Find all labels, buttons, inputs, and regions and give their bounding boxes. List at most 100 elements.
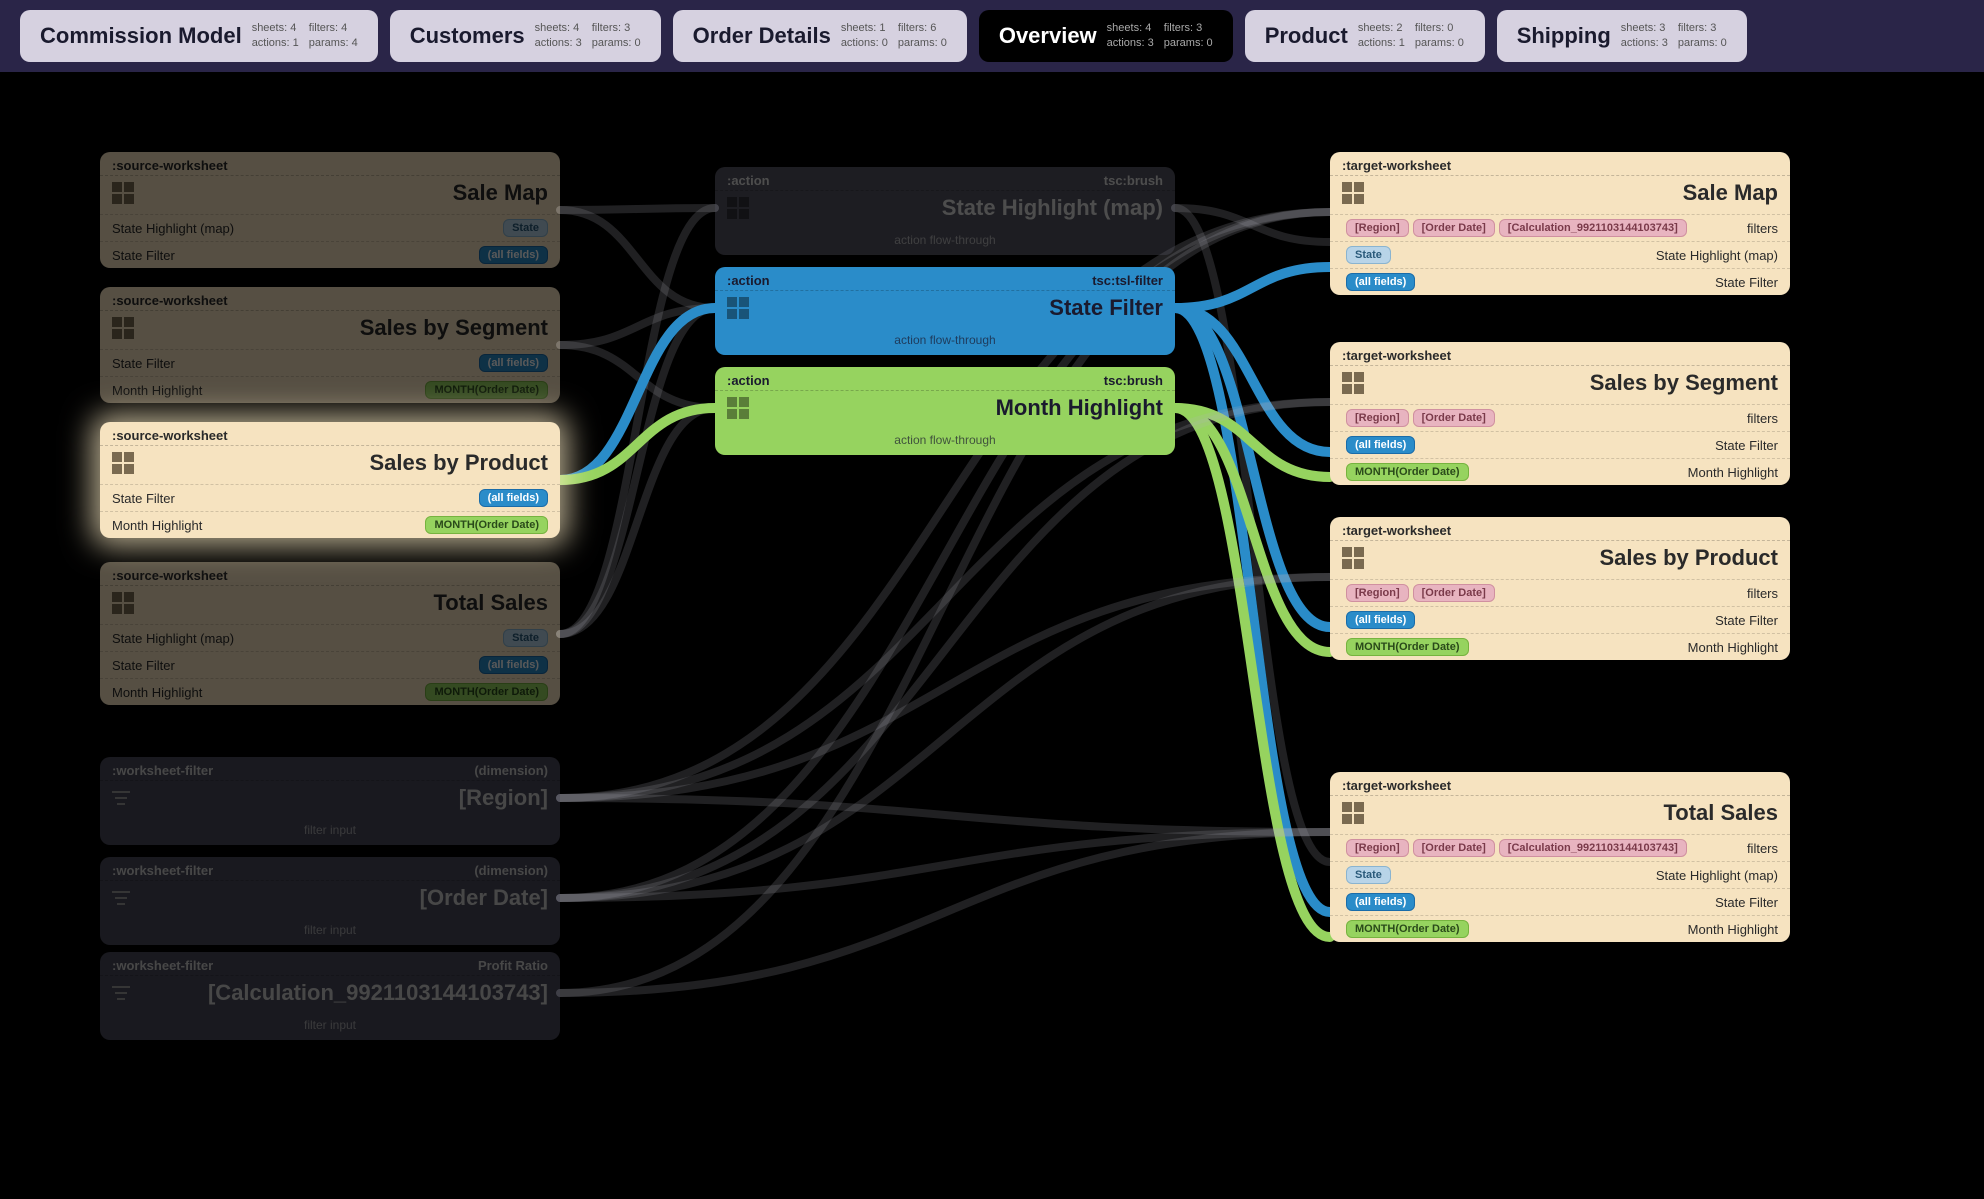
edge <box>1175 308 1330 452</box>
tab-overview[interactable]: Overview sheets: 4filters: 3 actions: 3p… <box>979 10 1233 62</box>
node-type-label: :worksheet-filter(dimension) <box>100 857 560 881</box>
node-row: State State Highlight (map) <box>1330 241 1790 268</box>
node-type-label: :worksheet-filter(dimension) <box>100 757 560 781</box>
pill: State <box>1346 246 1391 264</box>
node-title: State Filter <box>1049 295 1163 321</box>
node-title: Sales by Product <box>369 450 548 476</box>
edge <box>560 798 1330 832</box>
node-title: Sale Map <box>453 180 548 206</box>
node-type-label: :target-worksheet <box>1330 772 1790 796</box>
node-tgt3[interactable]: :target-worksheet Sales by Product[Regio… <box>1330 517 1790 660</box>
pill: MONTH(Order Date) <box>1346 638 1469 656</box>
tab-order-details[interactable]: Order Details sheets: 1filters: 6 action… <box>673 10 967 62</box>
tab-commission-model[interactable]: Commission Model sheets: 4filters: 4 act… <box>20 10 378 62</box>
tab-title: Shipping <box>1517 23 1611 49</box>
edge <box>560 402 1330 798</box>
row-right: State Filter <box>1715 613 1778 628</box>
node-tgt2[interactable]: :target-worksheet Sales by Segment[Regio… <box>1330 342 1790 485</box>
edge <box>560 208 715 210</box>
node-row: MONTH(Order Date) Month Highlight <box>1330 633 1790 660</box>
tab-product[interactable]: Product sheets: 2filters: 0 actions: 1pa… <box>1245 10 1485 62</box>
node-tgt1[interactable]: :target-worksheet Sale Map[Region][Order… <box>1330 152 1790 295</box>
node-flt3[interactable]: :worksheet-filterProfit Ratio [Calculati… <box>100 952 560 1040</box>
node-title: Total Sales <box>433 590 548 616</box>
node-title: Sales by Segment <box>360 315 548 341</box>
node-row: (all fields)State Filter <box>1330 268 1790 295</box>
node-act2[interactable]: :actiontsc:tsl-filter State Filteraction… <box>715 267 1175 355</box>
tab-title: Product <box>1265 23 1348 49</box>
edge <box>1175 308 1330 627</box>
edge <box>560 577 1330 798</box>
node-act1[interactable]: :actiontsc:brush State Highlight (map)ac… <box>715 167 1175 255</box>
node-flt1[interactable]: :worksheet-filter(dimension) [Region]fil… <box>100 757 560 845</box>
row-right: State Filter <box>1715 895 1778 910</box>
row-right: Month Highlight <box>1688 922 1778 937</box>
tab-meta: sheets: 4filters: 3 actions: 3params: 0 <box>1107 22 1213 50</box>
pill: MONTH(Order Date) <box>1346 920 1469 938</box>
pill: (all fields) <box>479 489 548 507</box>
node-flt2[interactable]: :worksheet-filter(dimension) [Order Date… <box>100 857 560 945</box>
row-right: filters <box>1747 221 1778 236</box>
tab-title: Commission Model <box>40 23 242 49</box>
row-right: Month Highlight <box>1688 640 1778 655</box>
node-type-label: :actiontsc:brush <box>715 367 1175 391</box>
node-src4[interactable]: :source-worksheet Total Sales State Highl… <box>100 562 560 705</box>
pill: [Region] <box>1346 584 1409 602</box>
pill: [Order Date] <box>1413 409 1495 427</box>
row-label: State Highlight (map) <box>112 631 234 646</box>
row-label: State Filter <box>112 491 175 506</box>
node-src3[interactable]: :source-worksheet Sales by ProductState … <box>100 422 560 538</box>
node-src2[interactable]: :source-worksheet Sales by SegmentState … <box>100 287 560 403</box>
row-right: State Highlight (map) <box>1656 868 1778 883</box>
node-row: State Highlight (map)State <box>100 214 560 241</box>
pill: (all fields) <box>1346 436 1415 454</box>
tab-title: Order Details <box>693 23 831 49</box>
diagram-canvas: :source-worksheet Sale Map State Highligh… <box>0 72 1984 1199</box>
node-type-label: :source-worksheet <box>100 287 560 311</box>
pill: State <box>1346 866 1391 884</box>
node-row: State Highlight (map)State <box>100 624 560 651</box>
node-footer: filter input <box>100 919 560 945</box>
edge <box>560 308 715 480</box>
node-tgt4[interactable]: :target-worksheet Total Sales[Region][Or… <box>1330 772 1790 942</box>
edge <box>1175 208 1330 242</box>
pill: [Order Date] <box>1413 839 1495 857</box>
node-title: Sales by Segment <box>1590 370 1778 396</box>
edge <box>560 308 715 634</box>
node-row: State State Highlight (map) <box>1330 861 1790 888</box>
node-type-label: :source-worksheet <box>100 562 560 586</box>
row-right: Month Highlight <box>1688 465 1778 480</box>
node-type-label: :target-worksheet <box>1330 152 1790 176</box>
row-right: State Highlight (map) <box>1656 248 1778 263</box>
node-title: [Calculation_9921103144103743] <box>208 980 548 1006</box>
pill: (all fields) <box>479 656 548 674</box>
node-title: [Region] <box>459 785 548 811</box>
tab-meta: sheets: 4filters: 4 actions: 1params: 4 <box>252 22 358 50</box>
edge <box>560 408 715 480</box>
tab-customers[interactable]: Customers sheets: 4filters: 3 actions: 3… <box>390 10 661 62</box>
edge <box>1175 308 1330 912</box>
edge <box>560 577 1330 898</box>
node-row: State Filter (all fields) <box>100 484 560 511</box>
node-row: [Region][Order Date][Calculation_9921103… <box>1330 214 1790 241</box>
node-act3[interactable]: :actiontsc:brush Month Highlightaction f… <box>715 367 1175 455</box>
node-row: MONTH(Order Date) Month Highlight <box>1330 915 1790 942</box>
pill: [Calculation_9921103144103743] <box>1499 839 1687 857</box>
node-row: Month HighlightMONTH(Order Date) <box>100 376 560 403</box>
tab-shipping[interactable]: Shipping sheets: 3filters: 3 actions: 3p… <box>1497 10 1747 62</box>
pill: State <box>503 219 548 237</box>
row-label: Month Highlight <box>112 685 202 700</box>
node-row: (all fields)State Filter <box>1330 888 1790 915</box>
row-label: State Filter <box>112 248 175 263</box>
node-src1[interactable]: :source-worksheet Sale Map State Highligh… <box>100 152 560 268</box>
grid-icon <box>1342 547 1364 569</box>
pill: [Order Date] <box>1413 584 1495 602</box>
node-type-label: :worksheet-filterProfit Ratio <box>100 952 560 976</box>
node-type-label: :source-worksheet <box>100 152 560 176</box>
grid-icon <box>112 317 134 339</box>
node-footer: action flow-through <box>715 229 1175 255</box>
pill: MONTH(Order Date) <box>425 381 548 399</box>
node-type-label: :target-worksheet <box>1330 342 1790 366</box>
grid-icon <box>727 297 749 319</box>
grid-icon <box>727 397 749 419</box>
